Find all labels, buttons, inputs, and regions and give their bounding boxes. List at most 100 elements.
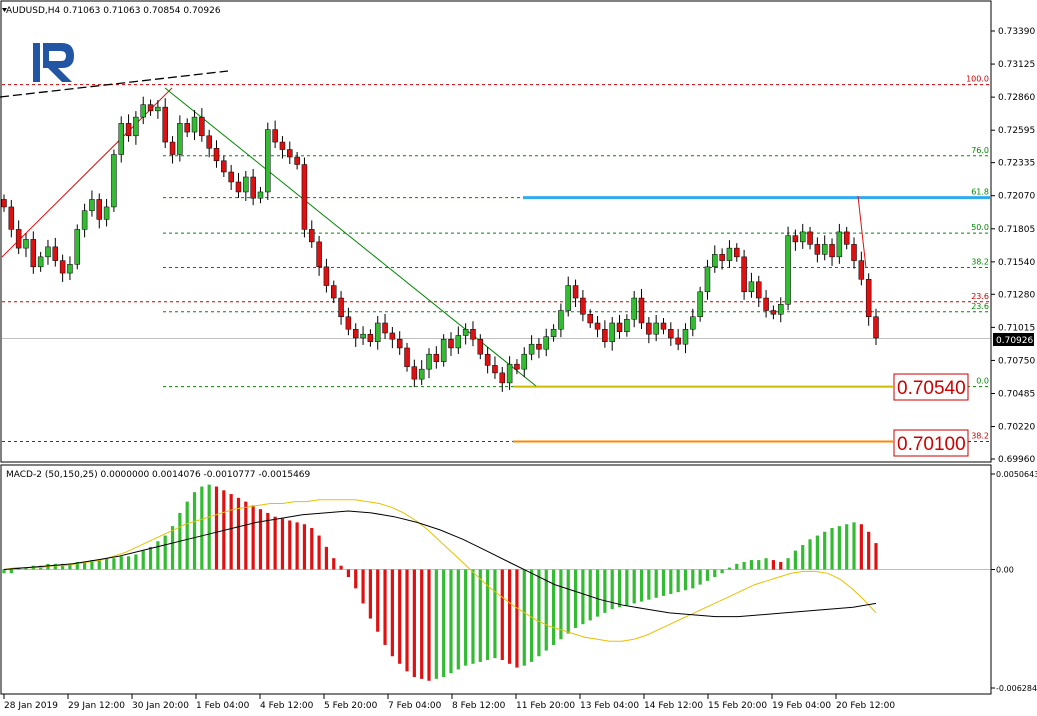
candle-body [103, 206, 110, 220]
macd-histogram-bar [97, 560, 101, 570]
macd-histogram-bar [771, 560, 776, 570]
price-tick-label: 0.71540 [998, 258, 1035, 268]
candle-body [243, 176, 249, 193]
macd-histogram-bar [170, 526, 175, 570]
macd-histogram-bar [508, 569, 512, 664]
candle-body [646, 322, 652, 335]
macd-histogram-bar [852, 522, 856, 570]
candle-body [140, 104, 146, 118]
time-tick-label: 5 Feb 20:00 [324, 701, 378, 711]
dropdown-icon[interactable] [2, 8, 7, 12]
macd-histogram-bar [647, 569, 651, 600]
logo-letter: R [57, 61, 58, 63]
candle-body [851, 244, 857, 261]
candle-body [704, 266, 711, 293]
candle-body [257, 191, 264, 199]
price-tick-label: 0.72335 [998, 159, 1035, 169]
price-tick-label: 0.70750 [998, 356, 1035, 366]
macd-histogram-bar [823, 531, 827, 570]
candle-body [279, 141, 286, 150]
candle-body [690, 316, 696, 330]
target-label-1: 0.70540 [897, 378, 966, 399]
macd-histogram-bar [544, 569, 548, 651]
time-tick-label: 13 Feb 04:00 [580, 701, 639, 711]
macd-histogram-bar [691, 569, 695, 589]
macd-histogram-bar [148, 546, 153, 570]
macd-histogram-bar [156, 541, 160, 570]
candle-body [59, 260, 66, 274]
candle-body [660, 322, 667, 330]
candle-body [734, 247, 740, 258]
candle-body [726, 247, 733, 261]
macd-histogram-bar [529, 569, 534, 662]
candle-body [543, 336, 550, 350]
candle-body [8, 206, 15, 230]
macd-histogram-bar [207, 484, 211, 570]
price-tick-label: 0.73390 [998, 27, 1035, 37]
candle-body [418, 368, 425, 380]
price-tick-label: 0.71805 [998, 225, 1035, 235]
macd-histogram-bar [434, 569, 438, 679]
candle-body [15, 229, 22, 249]
macd-histogram-bar [229, 494, 233, 570]
candle-body [37, 256, 44, 268]
price-tick-label: 0.72860 [998, 93, 1035, 103]
macd-signal-line [3, 499, 877, 642]
chart-title: AUDUSD,H4 0.71063 0.71063 0.70854 0.7092… [6, 6, 221, 16]
macd-histogram-bar [2, 569, 6, 574]
candle-body [404, 347, 410, 367]
macd-histogram-bar [610, 569, 614, 610]
fib-label: 0.0 [976, 377, 989, 386]
time-tick-label: 11 Feb 20:00 [516, 701, 575, 711]
macd-histogram-bar [625, 569, 629, 606]
candle-body [777, 304, 784, 315]
macd-histogram-bar [266, 512, 270, 570]
macd-histogram-bar [617, 569, 622, 608]
candle-body [426, 353, 432, 370]
candle-body [30, 239, 37, 268]
macd-histogram-bar [515, 569, 519, 668]
macd-histogram-bar [339, 565, 343, 570]
macd-histogram-bar [471, 569, 475, 664]
macd-histogram-bar [141, 550, 145, 570]
time-tick-label: 14 Feb 12:00 [644, 701, 703, 711]
candle-body [316, 241, 322, 268]
macd-histogram-bar [845, 524, 849, 570]
fib-label: 100.0 [966, 75, 989, 84]
time-tick-label: 1 Feb 04:00 [196, 701, 250, 711]
candle-body [221, 160, 227, 173]
target-box-1: 0.70540 [893, 373, 969, 401]
candle-body [250, 176, 256, 199]
macd-histogram-bar [412, 569, 416, 677]
macd-histogram-bar [420, 569, 424, 679]
macd-histogram-bar [302, 524, 307, 570]
candle-body [294, 156, 300, 165]
macd-histogram-bar [837, 526, 841, 570]
candle-body [184, 123, 190, 133]
time-axis: 28 Jan 2019 29 Jan 12:00 30 Jan 20:00 1 Feb… [3, 694, 895, 711]
time-tick-label: 15 Feb 20:00 [708, 701, 767, 711]
macd-histogram-bar [310, 528, 314, 570]
candle-body [228, 171, 234, 183]
macd-histogram-bar [742, 561, 746, 570]
macd-histogram-bar [669, 569, 673, 595]
candle-body [169, 141, 176, 155]
candle-body [624, 318, 630, 332]
macd-histogram-bar [251, 505, 255, 570]
macd-histogram-bar [104, 558, 109, 570]
candle-body [309, 229, 315, 243]
candle-body [558, 310, 564, 330]
candle-body [411, 366, 418, 380]
candle-body [382, 322, 388, 334]
candle-body [89, 199, 95, 211]
candle-body [96, 199, 103, 220]
macd-histogram-bar [405, 569, 409, 672]
price-panel [0, 0, 992, 463]
candle-body [272, 129, 278, 143]
time-tick-label: 19 Feb 04:00 [772, 701, 831, 711]
macd-histogram-bar [720, 569, 724, 574]
target-label-2: 0.70100 [897, 434, 966, 455]
candle-body [352, 328, 359, 339]
macd-histogram-bar [713, 569, 717, 578]
